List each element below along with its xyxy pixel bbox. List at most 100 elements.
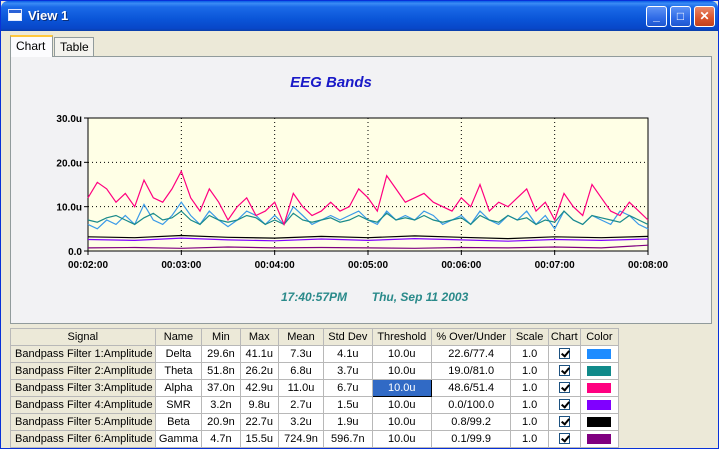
cell-chart <box>547 396 581 414</box>
cell-std: 1.9u <box>323 413 373 431</box>
column-header-chart[interactable]: Chart <box>547 328 581 346</box>
table-row[interactable]: Bandpass Filter 4:Amplitude SMR 3.2n 9.8u 2.… <box>10 396 620 414</box>
minimize-button[interactable]: _ <box>646 6 667 27</box>
cell-mean: 3.2u <box>277 413 325 431</box>
eeg-chart: EEG Bands 00:02:00 00:03:00 00:04:00 00:05:0… <box>56 74 668 304</box>
cell-scale[interactable]: 1.0 <box>510 430 549 448</box>
chart-visible-checkbox[interactable] <box>558 399 570 410</box>
close-button[interactable]: ✕ <box>694 6 715 27</box>
cell-chart <box>547 413 581 431</box>
title-bar[interactable]: View 1 _ □ ✕ <box>1 1 718 31</box>
cell-max: 9.8u <box>239 396 279 414</box>
column-header--over-under[interactable]: % Over/Under <box>430 328 512 346</box>
column-header-signal[interactable]: Signal <box>10 328 156 346</box>
series-line-beta <box>87 234 649 240</box>
y-tick-label: 20.0u <box>56 158 82 169</box>
cell-color <box>579 379 620 397</box>
cell-signal: Bandpass Filter 4:Amplitude <box>10 396 156 414</box>
cell-scale[interactable]: 1.0 <box>510 396 549 414</box>
cell-threshold[interactable]: 10.0u <box>371 430 432 448</box>
series-line-smr <box>87 237 649 242</box>
column-header-mean[interactable]: Mean <box>277 328 325 346</box>
x-tick-label: 00:04:00 <box>255 260 295 271</box>
maximize-button[interactable]: □ <box>670 6 691 27</box>
cell-mean: 7.3u <box>277 345 325 363</box>
column-header-threshold[interactable]: Threshold <box>371 328 432 346</box>
column-header-scale[interactable]: Scale <box>510 328 549 346</box>
color-swatch[interactable] <box>587 382 612 393</box>
color-swatch[interactable] <box>587 365 612 376</box>
column-header-color[interactable]: Color <box>579 328 620 346</box>
cell-name: SMR <box>154 396 203 414</box>
chart-visible-checkbox[interactable] <box>558 416 570 427</box>
column-header-min[interactable]: Min <box>201 328 241 346</box>
cell-std: 6.7u <box>323 379 373 397</box>
cell-name: Alpha <box>154 379 203 397</box>
cell-chart <box>547 430 581 448</box>
chart-visible-checkbox[interactable] <box>558 382 570 393</box>
tab-table[interactable]: Table <box>54 37 94 57</box>
window-icon <box>8 9 22 21</box>
cell-color <box>579 413 620 431</box>
cell-scale[interactable]: 1.0 <box>510 379 549 397</box>
column-header-name[interactable]: Name <box>154 328 203 346</box>
chart-panel: EEG Bands 00:02:00 00:03:00 00:04:00 00:05:0… <box>10 56 712 324</box>
cell-signal: Bandpass Filter 2:Amplitude <box>10 362 156 380</box>
cell-color <box>579 396 620 414</box>
x-tick-label: 00:02:00 <box>68 260 108 271</box>
cell-std: 3.7u <box>323 362 373 380</box>
color-swatch[interactable] <box>587 348 612 359</box>
cell-threshold[interactable]: 10.0u <box>371 345 432 363</box>
cell-scale[interactable]: 1.0 <box>510 345 549 363</box>
series-line-theta <box>87 210 649 226</box>
chart-visible-checkbox[interactable] <box>558 433 570 444</box>
series-line-gamma <box>87 244 649 249</box>
column-header-max[interactable]: Max <box>239 328 279 346</box>
cell-max: 26.2u <box>239 362 279 380</box>
x-tick-label: 00:03:00 <box>161 260 201 271</box>
chart-visible-checkbox[interactable] <box>558 348 570 359</box>
cell-chart <box>547 379 581 397</box>
tab-chart[interactable]: Chart <box>10 35 53 57</box>
cell-min: 29.6n <box>201 345 241 363</box>
cell-signal: Bandpass Filter 6:Amplitude <box>10 430 156 448</box>
cell-color <box>579 362 620 380</box>
color-swatch[interactable] <box>587 416 612 427</box>
x-tick-label: 00:05:00 <box>348 260 388 271</box>
cell-max: 22.7u <box>239 413 279 431</box>
chart-title: EEG Bands <box>290 74 372 91</box>
table-row[interactable]: Bandpass Filter 1:Amplitude Delta 29.6n 41.… <box>10 345 620 363</box>
column-header-std-dev[interactable]: Std Dev <box>323 328 373 346</box>
cell-mean: 6.8u <box>277 362 325 380</box>
cell-name: Gamma <box>154 430 203 448</box>
color-swatch[interactable] <box>587 433 612 444</box>
cell-over: 0.1/99.9 <box>430 430 512 448</box>
cell-scale[interactable]: 1.0 <box>510 362 549 380</box>
cell-std: 1.5u <box>323 396 373 414</box>
table-row[interactable]: Bandpass Filter 6:Amplitude Gamma 4.7n 15.5… <box>10 430 620 448</box>
cell-over: 0.8/99.2 <box>430 413 512 431</box>
cell-mean: 2.7u <box>277 396 325 414</box>
cell-std: 596.7n <box>323 430 373 448</box>
cell-min: 51.8n <box>201 362 241 380</box>
cell-threshold[interactable]: 10.0u <box>371 379 432 397</box>
color-swatch[interactable] <box>587 399 612 410</box>
plot-area <box>87 117 649 252</box>
cell-over: 0.0/100.0 <box>430 396 512 414</box>
table-row[interactable]: Bandpass Filter 5:Amplitude Beta 20.9n 22.7… <box>10 413 620 431</box>
table-row[interactable]: Bandpass Filter 3:Amplitude Alpha 37.0n 42.… <box>10 379 620 397</box>
table-row[interactable]: Bandpass Filter 2:Amplitude Theta 51.8n 26.… <box>10 362 620 380</box>
cell-threshold[interactable]: 10.0u <box>371 362 432 380</box>
cell-threshold[interactable]: 10.0u <box>371 413 432 431</box>
chart-visible-checkbox[interactable] <box>558 365 570 376</box>
series-line-alpha <box>87 169 649 227</box>
cell-min: 37.0n <box>201 379 241 397</box>
cell-threshold[interactable]: 10.0u <box>371 396 432 414</box>
cell-signal: Bandpass Filter 1:Amplitude <box>10 345 156 363</box>
cell-min: 20.9n <box>201 413 241 431</box>
cell-signal: Bandpass Filter 3:Amplitude <box>10 379 156 397</box>
cell-color <box>579 430 620 448</box>
cell-max: 15.5u <box>239 430 279 448</box>
cell-name: Beta <box>154 413 203 431</box>
cell-scale[interactable]: 1.0 <box>510 413 549 431</box>
